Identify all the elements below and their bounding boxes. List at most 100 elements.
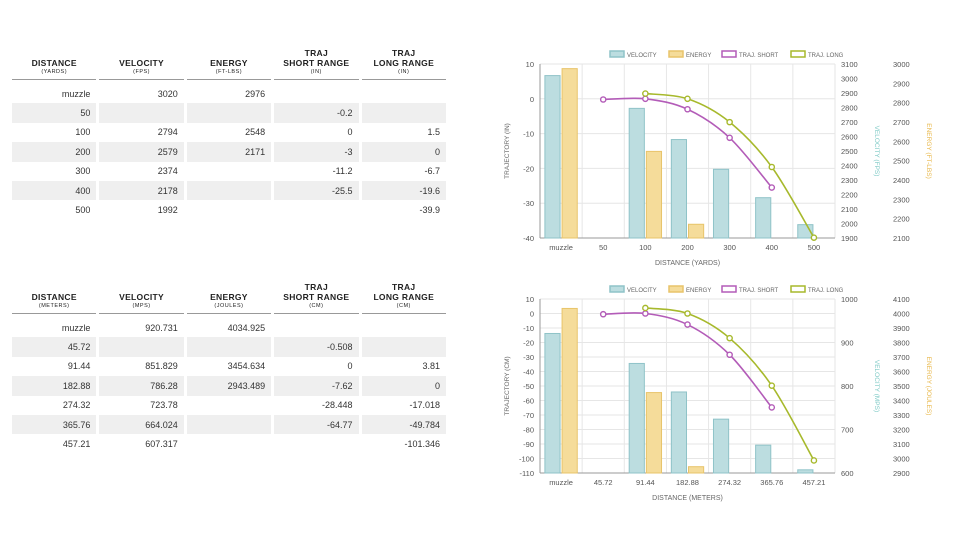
metric-right2-tick: 4000 [893,310,910,319]
imperial-legend-label: TRAJ. SHORT [739,53,779,59]
imperial-right1-tick: 2200 [841,191,858,200]
metric-traj-long-point [642,304,649,312]
imperial-left-tick: -40 [523,234,534,243]
imperial-right1-tick: 2100 [841,205,858,214]
imperial-velocity-bar [628,107,645,239]
imperial-cell: 2579 [99,142,184,162]
metric-x-axis-title: DISTANCE (METERS) [652,495,723,502]
imperial-cell: 2976 [245,88,266,99]
metric-cell: -7.62 [274,376,359,396]
imperial-x-tick: 400 [766,243,779,252]
metric-cell: -49.784 [361,414,446,435]
metric-legend-label: TRAJ. SHORT [739,288,779,294]
metric-right2-tick: 3300 [893,411,910,420]
imperial-header-unit: (IN) [398,69,410,75]
imperial-traj-long-point [726,118,733,126]
imperial-row: 300 2374 -11.2 -6.7 [12,161,446,181]
metric-x-tick: muzzle [549,478,573,487]
imperial-header-5: TRAJ LONG RANGE (IN) [361,48,446,80]
imperial-traj-long-point [768,163,776,171]
metric-right1-tick: 600 [841,469,854,478]
imperial-header-3: ENERGY (FT-LBS) [186,48,272,80]
metric-cell [362,318,447,337]
imperial-traj-short-point [768,184,776,191]
metric-cell: 851.829 [145,361,178,372]
metric-header-label: DISTANCE [31,292,77,302]
metric-right2-tick: 3100 [893,440,910,449]
imperial-cell: 2178 [99,180,184,201]
metric-x-tick: 457.21 [802,478,825,487]
imperial-cell [187,200,271,219]
imperial-x-axis-title: DISTANCE (YARDS) [655,260,720,267]
metric-header-unit: (METERS) [38,303,70,309]
metric-traj-long-line [645,307,815,461]
metric-cell: 786.28 [99,376,184,396]
imperial-x-tick: 500 [808,243,821,252]
imperial-cell: 200 [12,142,97,162]
metric-cell [274,434,358,453]
imperial-velocity-bar [755,197,772,239]
metric-right2-tick: 3600 [893,368,910,377]
imperial-traj-short-point [726,134,733,142]
imperial-row: 50 -0.2 [12,103,446,123]
imperial-header-label: VELOCITY [119,58,165,68]
metric-cell [186,337,272,357]
imperial-x-tick: 300 [723,243,736,252]
imperial-cell: -19.6 [361,180,446,201]
imperial-left-tick: -30 [523,199,534,208]
imperial-legend-swatch [668,50,684,58]
metric-right2-tick: 3700 [893,353,910,362]
metric-cell: 45.72 [12,337,97,357]
imperial-right1-tick: 2800 [841,104,858,113]
metric-right2-tick: 3900 [893,324,910,333]
metric-left-tick: -60 [523,397,534,406]
imperial-cell [186,180,272,201]
imperial-right1-tick: 2700 [841,118,858,127]
imperial-cell: 2171 [186,142,272,162]
metric-right2-tick: 3400 [893,397,910,406]
metric-left-tick: -50 [523,382,534,391]
imperial-cell: -11.2 [332,166,353,177]
metric-cell: -0.508 [274,337,359,357]
metric-right1-tick: 700 [841,426,854,435]
imperial-row: 400 2178 -25.5 -19.6 [12,180,446,201]
metric-right1-axis-title: VELOCITY (MPS) [873,360,880,412]
imperial-energy-bar [688,223,705,239]
metric-left-tick: -20 [523,339,534,348]
metric-cell: -101.346 [404,439,440,450]
metric-legend-label: TRAJ. LONG [808,288,844,294]
metric-left-tick: -70 [523,411,534,420]
metric-cell: -64.77 [274,414,359,435]
metric-energy-bar [688,466,705,474]
imperial-header-unit: (FT-LBS) [215,69,243,75]
imperial-cell: 100 [75,127,91,138]
metric-header-2: VELOCITY (MPS) [99,282,184,314]
metric-energy-bar [645,392,663,474]
metric-traj-long-point [726,334,733,342]
metric-cell: 91.44 [67,361,91,372]
metric-cell: 920.731 [145,322,178,333]
metric-cell: 3454.634 [227,361,266,372]
imperial-cell: -0.2 [274,103,359,123]
metric-header-5: TRAJ LONG RANGE (CM) [361,282,446,314]
imperial-header-label: TRAJ LONG RANGE [373,48,435,68]
imperial-legend-label: VELOCITY [627,53,657,59]
metric-row: 45.72 -0.508 [12,337,446,357]
imperial-legend-swatch [609,50,625,58]
metric-traj-long-point [810,457,818,464]
imperial-right1-tick: 2000 [841,220,858,229]
imperial-right1-tick: 3100 [841,60,858,69]
imperial-right2-tick: 2500 [893,157,910,166]
imperial-right1-axis-title: VELOCITY (FPS) [873,126,880,177]
metric-row: muzzle 920.731 4034.925 [12,318,447,338]
imperial-header-label: ENERGY [210,58,248,68]
metric-left-tick: -80 [523,426,534,435]
metric-cell [99,337,184,357]
metric-traj-short-point [768,404,776,411]
metric-velocity-bar [755,444,772,474]
imperial-cell: -25.5 [274,180,359,201]
metric-legend-swatch [609,285,625,293]
imperial-x-tick: 50 [599,243,607,252]
metric-header-3: ENERGY (JOULES) [186,282,272,314]
imperial-traj-short-point [684,105,691,113]
